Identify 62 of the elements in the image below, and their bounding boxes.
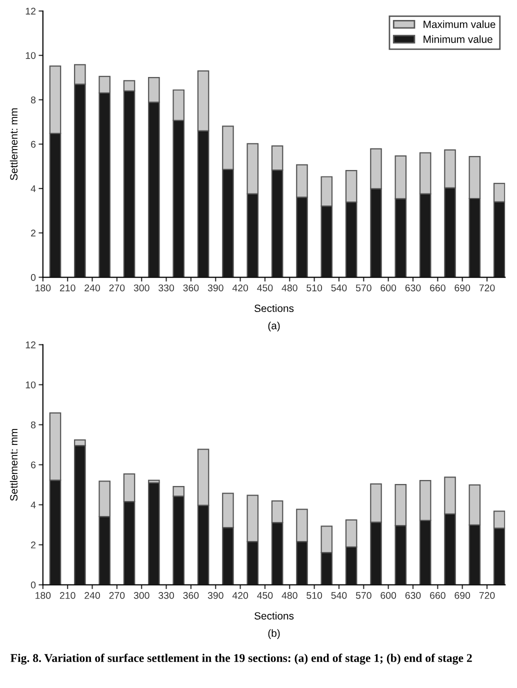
x-tick-label: 330 bbox=[158, 284, 174, 292]
x-axis-title: Sections bbox=[254, 612, 294, 620]
y-tick-label: 10 bbox=[26, 381, 36, 388]
x-tick-label: 570 bbox=[356, 592, 372, 599]
y-tick-label: 0 bbox=[30, 274, 36, 281]
x-tick-label: 690 bbox=[454, 592, 470, 599]
x-tick-label: 360 bbox=[183, 284, 199, 292]
y-tick-label: 8 bbox=[30, 421, 36, 428]
x-tick-label: 660 bbox=[430, 592, 446, 599]
x-tick-label: 480 bbox=[282, 592, 298, 599]
x-tick-label: 660 bbox=[430, 284, 446, 292]
y-tick-label: 4 bbox=[30, 502, 36, 508]
x-tick-label: 330 bbox=[158, 592, 174, 599]
y-tick-label: 6 bbox=[31, 461, 36, 468]
y-axis-title: Settlement: mm bbox=[10, 428, 18, 501]
x-tick-label: 240 bbox=[84, 592, 100, 599]
x-tick-label: 270 bbox=[109, 592, 125, 599]
x-tick-label: 300 bbox=[134, 284, 150, 292]
x-tick-label: 600 bbox=[380, 592, 396, 599]
x-tick-label: 420 bbox=[232, 592, 248, 599]
y-tick-label: 2 bbox=[31, 230, 36, 236]
x-tick-label: 450 bbox=[257, 592, 273, 599]
x-tick-label: 210 bbox=[60, 592, 76, 599]
x-tick-label: 480 bbox=[282, 284, 298, 292]
text: (b) bbox=[268, 629, 280, 639]
x-tick-label: 390 bbox=[208, 284, 224, 292]
caption: Fig. 8. Variation of surface settlement in the 19 sections: (a) end of stage 1; (b) end of stage 2 bbox=[10, 654, 472, 665]
x-tick-label: 510 bbox=[306, 284, 322, 292]
y-tick-label: 8 bbox=[30, 96, 36, 104]
x-tick-label: 630 bbox=[405, 284, 421, 292]
x-tick-label: 300 bbox=[134, 592, 150, 599]
x-tick-label: 450 bbox=[257, 284, 273, 292]
x-tick-label: 570 bbox=[356, 284, 372, 292]
x-tick-label: 720 bbox=[479, 592, 495, 599]
x-tick-label: 540 bbox=[331, 284, 347, 292]
x-tick-label: 180 bbox=[36, 592, 51, 599]
y-tick-label: 6 bbox=[31, 140, 36, 148]
y-tick-label: 0 bbox=[30, 582, 36, 588]
x-tick-label: 210 bbox=[60, 284, 76, 292]
x-tick-label: 690 bbox=[454, 284, 470, 292]
y-tick-label: 2 bbox=[31, 542, 36, 548]
text: (a) bbox=[268, 322, 280, 332]
x-tick-label: 390 bbox=[208, 592, 224, 599]
x-tick-label: 360 bbox=[183, 592, 199, 599]
x-tick-label: 630 bbox=[405, 592, 421, 599]
x-axis-title: Sections bbox=[254, 304, 294, 312]
y-tick-label: 12 bbox=[26, 341, 36, 348]
y-tick-label: 12 bbox=[26, 8, 36, 15]
y-axis-title: Settlement: mm bbox=[10, 108, 18, 180]
x-tick-label: 420 bbox=[232, 284, 248, 292]
x-tick-label: 720 bbox=[479, 284, 495, 292]
x-tick-label: 240 bbox=[84, 284, 100, 292]
x-tick-label: 600 bbox=[380, 284, 396, 292]
bar bbox=[148, 482, 160, 585]
legend-label: Minimum value bbox=[424, 35, 492, 43]
x-tick-label: 540 bbox=[331, 592, 347, 599]
x-tick-label: 510 bbox=[306, 592, 322, 599]
x-tick-label: 180 bbox=[36, 284, 51, 292]
x-tick-label: 270 bbox=[109, 284, 125, 292]
y-tick-label: 4 bbox=[30, 185, 36, 192]
legend-label: Maximum value bbox=[424, 20, 496, 28]
y-tick-label: 10 bbox=[26, 52, 36, 59]
